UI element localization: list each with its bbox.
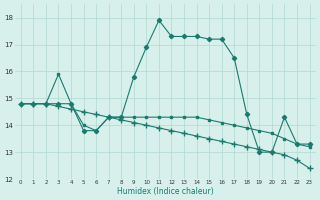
X-axis label: Humidex (Indice chaleur): Humidex (Indice chaleur) — [117, 187, 213, 196]
